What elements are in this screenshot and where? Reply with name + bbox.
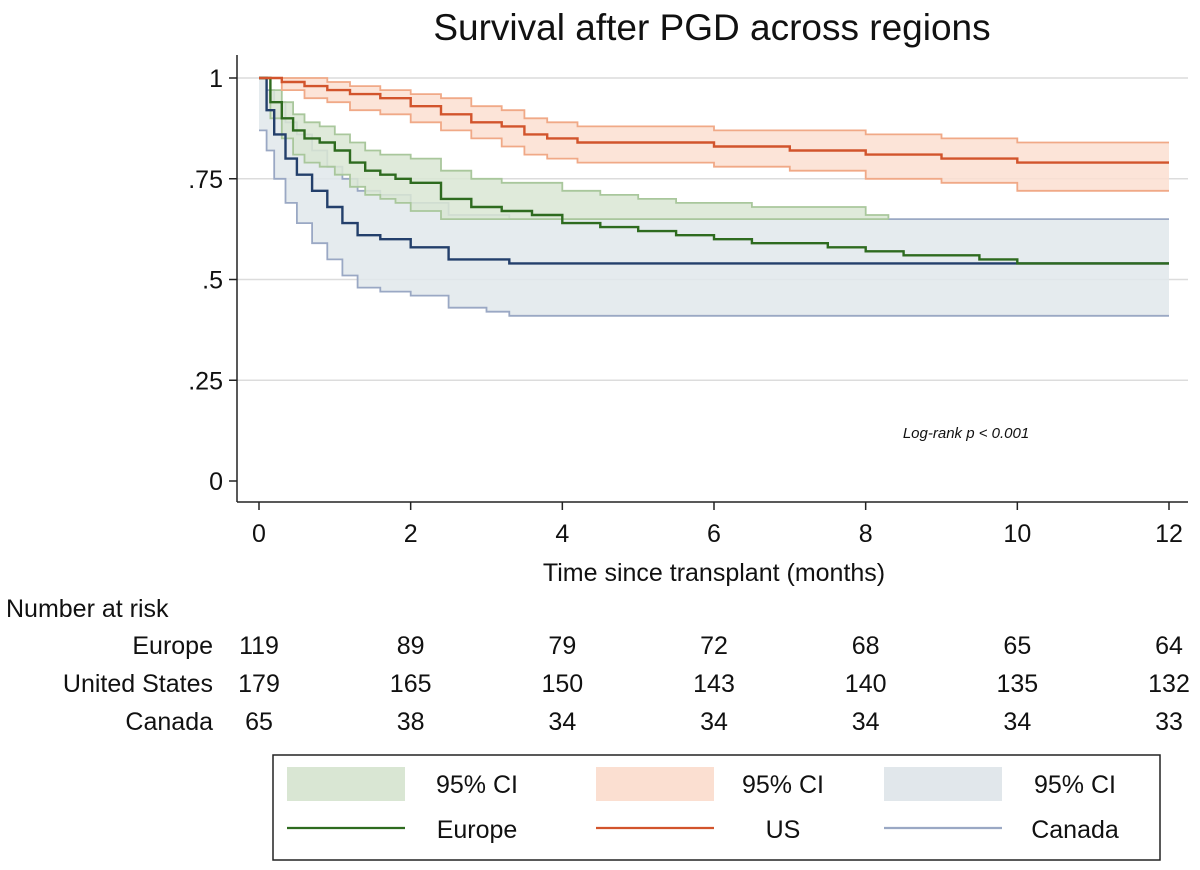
risk-value-united-states-0: 179 <box>238 670 280 698</box>
canada-survival-line <box>259 76 1169 265</box>
legend-label-us-ci: 95% CI <box>742 771 824 799</box>
risk-label-europe: Europe <box>132 632 213 660</box>
us-ci-lower <box>259 77 1169 192</box>
legend: 95% CI 95% CI 95% CI Europe US Canada <box>272 754 1161 861</box>
y-tick-label-4: 1 <box>209 65 223 93</box>
risk-value-canada-6: 33 <box>1155 708 1183 736</box>
legend-label-europe-ci: 95% CI <box>436 771 518 799</box>
legend-label-canada-line: Canada <box>1031 816 1119 844</box>
legend-swatch-us-ci <box>596 767 714 801</box>
risk-value-united-states-1: 165 <box>390 670 432 698</box>
risk-label-canada: Canada <box>125 708 213 736</box>
europe-ci-upper <box>259 77 890 220</box>
chart-title: Survival after PGD across regions <box>433 7 990 48</box>
risk-value-europe-6: 64 <box>1155 632 1183 660</box>
x-axis-label: Time since transplant (months) <box>543 559 885 587</box>
risk-value-europe-5: 65 <box>1003 632 1031 660</box>
risk-value-canada-1: 38 <box>397 708 425 736</box>
europe-survival-line <box>259 76 1169 265</box>
legend-label-europe-line: Europe <box>437 816 518 844</box>
us-survival-line <box>259 76 1169 164</box>
risk-value-united-states-5: 135 <box>996 670 1038 698</box>
plot-area <box>237 76 1188 382</box>
risk-value-europe-3: 72 <box>700 632 728 660</box>
europe-ci-lower <box>259 77 889 221</box>
risk-value-united-states-3: 143 <box>693 670 735 698</box>
legend-box <box>272 754 1161 861</box>
legend-swatch-canada-ci <box>884 767 1002 801</box>
x-tick-label-3: 6 <box>707 520 721 548</box>
risk-value-united-states-4: 140 <box>845 670 887 698</box>
risk-value-canada-3: 34 <box>700 708 728 736</box>
x-tick-label-0: 0 <box>252 520 266 548</box>
risk-value-united-states-6: 132 <box>1148 670 1190 698</box>
number-at-risk-table: Number at risk Europe 119 89 79 72 68 65 64 Unit… <box>6 595 1190 736</box>
legend-label-us-line: US <box>766 816 801 844</box>
x-tick-label-5: 10 <box>1003 520 1031 548</box>
y-tick-label-1: .25 <box>188 367 223 395</box>
risk-value-canada-5: 34 <box>1003 708 1031 736</box>
log-rank-annotation: Log-rank p < 0.001 <box>903 425 1029 442</box>
x-tick-label-4: 8 <box>859 520 873 548</box>
risk-value-united-states-2: 150 <box>541 670 583 698</box>
risk-value-canada-0: 65 <box>245 708 273 736</box>
y-tick-label-0: 0 <box>209 468 223 496</box>
x-tick-label-6: 12 <box>1155 520 1183 548</box>
y-tick-label-2: .5 <box>202 267 223 295</box>
risk-value-canada-2: 34 <box>548 708 576 736</box>
x-tick-label-1: 2 <box>404 520 418 548</box>
risk-value-europe-4: 68 <box>852 632 880 660</box>
canada-ci-lower <box>259 129 1169 317</box>
x-tick-label-2: 4 <box>555 520 569 548</box>
us-ci-upper <box>259 77 1169 144</box>
legend-swatch-europe-ci <box>287 767 405 801</box>
risk-table-header: Number at risk <box>6 595 169 623</box>
legend-label-canada-ci: 95% CI <box>1034 771 1116 799</box>
risk-value-europe-2: 79 <box>548 632 576 660</box>
risk-label-united-states: United States <box>63 670 213 698</box>
y-tick-label-3: .75 <box>188 166 223 194</box>
risk-value-europe-0: 119 <box>239 632 279 660</box>
risk-value-europe-1: 89 <box>397 632 425 660</box>
risk-value-canada-4: 34 <box>852 708 880 736</box>
